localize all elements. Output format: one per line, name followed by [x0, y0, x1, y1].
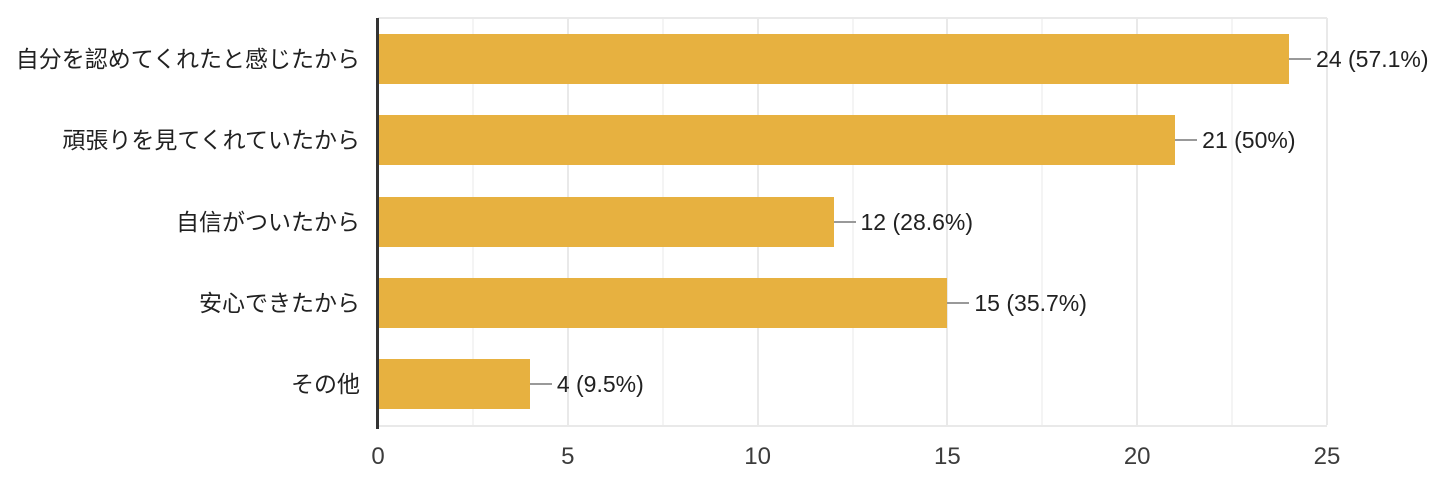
callout-line	[529, 383, 552, 386]
category-label: 頑張りを見てくれていたから	[62, 127, 360, 154]
bar	[378, 359, 530, 410]
callout-line	[833, 220, 856, 223]
major-gridline	[946, 18, 949, 425]
bar	[378, 277, 948, 328]
x-tick-label: 25	[1313, 443, 1341, 470]
minor-gridline	[1231, 18, 1234, 425]
callout-line	[1289, 57, 1312, 60]
major-gridline	[1326, 18, 1328, 425]
x-tick-label: 20	[1123, 443, 1151, 470]
value-label: 15 (35.7%)	[974, 289, 1087, 316]
category-label: 安心できたから	[199, 289, 360, 316]
category-label: 自分を認めてくれたと感じたから	[15, 45, 360, 72]
category-label: 自信がついたから	[176, 208, 360, 235]
value-label: 4 (9.5%)	[556, 371, 644, 398]
minor-gridline	[1041, 18, 1044, 425]
value-label: 12 (28.6%)	[860, 208, 974, 235]
category-label: その他	[291, 371, 360, 398]
y-axis-line	[376, 18, 379, 429]
x-tick-label: 5	[561, 443, 575, 470]
callout-line	[947, 301, 970, 304]
value-label: 21 (50%)	[1202, 127, 1296, 154]
plot-top-border	[378, 17, 1327, 19]
bar	[378, 115, 1176, 166]
plot-bottom-border	[378, 425, 1327, 427]
bar	[378, 196, 834, 247]
x-tick-label: 0	[371, 443, 385, 470]
value-label: 24 (57.1%)	[1316, 45, 1429, 72]
bar	[378, 33, 1290, 84]
x-tick-label: 10	[744, 443, 771, 470]
callout-line	[1175, 139, 1198, 142]
x-tick-label: 15	[934, 443, 961, 470]
major-gridline	[1136, 18, 1139, 425]
